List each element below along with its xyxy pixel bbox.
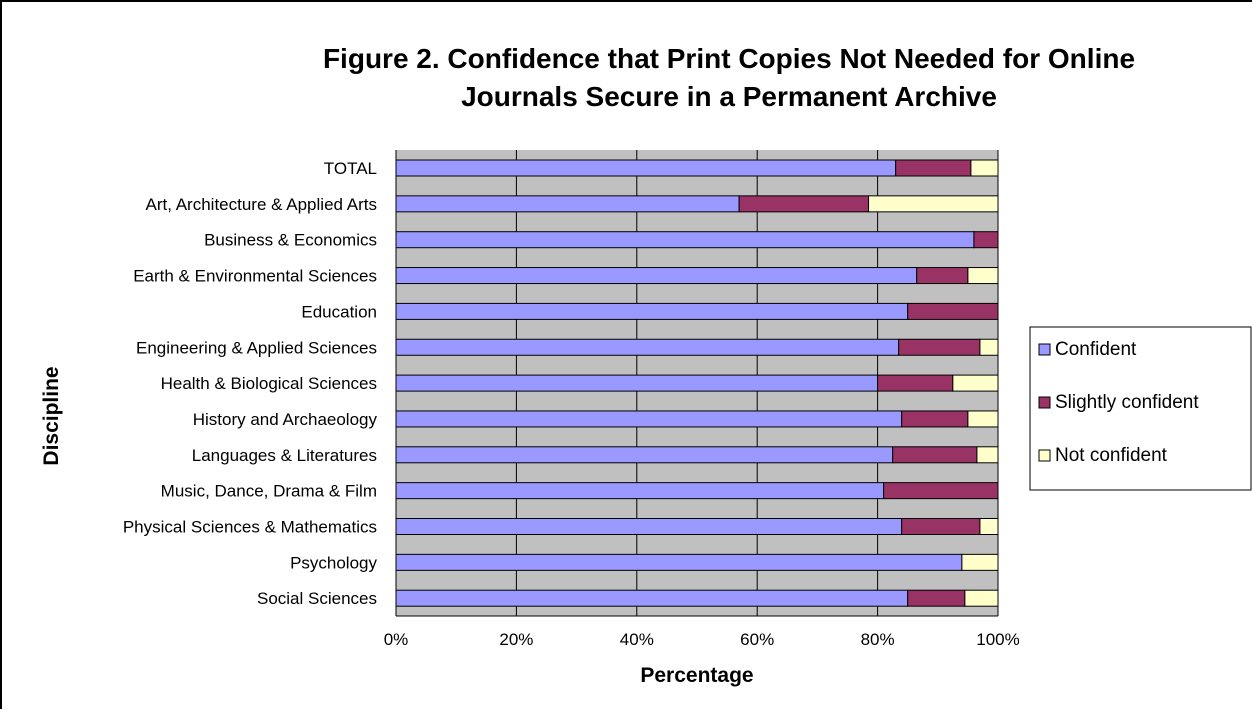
bar-segment-slightly-confident (738, 195, 870, 213)
category-label: Languages & Literatures (192, 446, 377, 465)
bar-segment-not-confident (952, 374, 999, 392)
bar-segment-slightly-confident (883, 482, 999, 500)
category-label: History and Archaeology (193, 410, 378, 429)
category-label: TOTAL (324, 159, 377, 178)
bar-segment-slightly-confident (898, 338, 981, 356)
x-tick-label: 60% (740, 630, 774, 649)
category-labels: TOTAL Art, Architecture & Applied Arts Bus… (123, 159, 378, 608)
bars (395, 159, 999, 607)
legend-label: Not confident (1055, 445, 1168, 466)
chart-title-line-1: Figure 2. Confidence that Print Copies N… (323, 43, 1135, 74)
category-label: Business & Economics (204, 231, 377, 250)
bar-segment-not-confident (970, 159, 999, 177)
bar-segment-slightly-confident (973, 231, 999, 249)
bar-segment-slightly-confident (916, 267, 969, 285)
bar-segment-confident (395, 589, 909, 607)
legend: Confident Slightly confident Not confident (1029, 326, 1252, 491)
bar-segment-slightly-confident (877, 374, 954, 392)
legend-box (1029, 326, 1252, 491)
y-axis-title: Discipline (40, 366, 63, 465)
chart-title-line-2: Journals Secure in a Permanent Archive (461, 81, 997, 112)
bar-segment-not-confident (967, 410, 999, 428)
bar-segment-not-confident (961, 553, 999, 571)
bar-segment-not-confident (976, 446, 999, 464)
bar-segment-not-confident (967, 267, 999, 285)
bar-segment-not-confident (868, 195, 999, 213)
category-label: Social Sciences (257, 589, 377, 608)
bar-segment-slightly-confident (901, 410, 969, 428)
x-axis-title: Percentage (640, 664, 753, 687)
bar-segment-confident (395, 553, 963, 571)
category-label: Health & Biological Sciences (161, 374, 377, 393)
category-label: Art, Architecture & Applied Arts (145, 195, 377, 214)
bar-segment-slightly-confident (892, 446, 978, 464)
x-tick-label: 20% (499, 630, 533, 649)
legend-swatch (1038, 343, 1051, 356)
bar-segment-confident (395, 338, 900, 356)
bar-segment-confident (395, 159, 897, 177)
bar-segment-not-confident (979, 518, 999, 535)
bar-segment-confident (395, 482, 885, 500)
category-label: Earth & Environmental Sciences (133, 267, 377, 286)
x-tick-label: 40% (620, 630, 654, 649)
legend-swatch (1038, 449, 1051, 462)
legend-label: Confident (1055, 339, 1137, 360)
x-tick-label: 100% (976, 630, 1019, 649)
bar-segment-confident (395, 374, 879, 392)
bar-segment-confident (395, 410, 903, 428)
category-label: Education (301, 302, 377, 321)
bar-segment-slightly-confident (907, 302, 999, 320)
category-label: Engineering & Applied Sciences (136, 338, 377, 357)
category-label: Physical Sciences & Mathematics (123, 518, 377, 537)
bar-segment-slightly-confident (895, 159, 972, 177)
category-label: Music, Dance, Drama & Film (161, 482, 377, 501)
bar-segment-not-confident (979, 338, 999, 356)
bar-segment-confident (395, 518, 903, 535)
bar-segment-confident (395, 302, 909, 320)
bar-segment-not-confident (964, 589, 999, 607)
x-tick-label: 0% (384, 630, 409, 649)
legend-label: Slightly confident (1055, 392, 1199, 413)
legend-swatch (1038, 396, 1051, 409)
bar-segment-confident (395, 231, 975, 249)
bar-segment-confident (395, 446, 894, 464)
bar-segment-slightly-confident (901, 518, 981, 535)
x-tick-labels: 0% 20% 40% 60% 80% 100% (384, 630, 1020, 649)
bar-segment-confident (395, 267, 918, 285)
legend-items: Confident Slightly confident Not confident (1038, 339, 1199, 466)
bar-segment-slightly-confident (907, 589, 966, 607)
bar-segment-confident (395, 195, 740, 213)
x-tick-label: 80% (861, 630, 895, 649)
category-label: Psychology (290, 553, 377, 572)
